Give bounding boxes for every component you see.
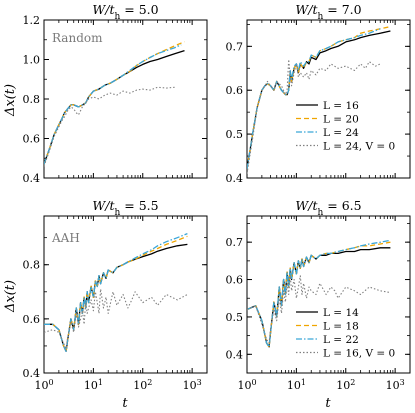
- xtick-label: 100: [34, 378, 53, 393]
- title-main: W/t: [92, 2, 115, 17]
- title-main: W/t: [295, 2, 318, 17]
- series-group: [44, 232, 188, 352]
- series-line-s3: [247, 239, 391, 348]
- ytick-label: 0.8: [23, 259, 41, 272]
- legend: L = 16 L = 20L = 24 L = 24, V = 0: [296, 100, 395, 153]
- series-line-s4: [247, 58, 381, 174]
- series-line-s1: [44, 243, 188, 352]
- series-line-s2: [44, 41, 185, 165]
- panel-title: W/th = 5.5: [92, 198, 158, 218]
- series-line-s3: [44, 44, 182, 165]
- ylabel-bottom: Δx(t): [3, 280, 18, 313]
- title-value: = 6.5: [323, 198, 361, 213]
- series-group: [247, 239, 391, 348]
- xtick-label: 103: [183, 378, 202, 393]
- axes-frame: [246, 215, 411, 374]
- axes-frame: [246, 19, 411, 179]
- panel-title: W/th = 5.0: [92, 2, 158, 22]
- series-line-s4: [247, 275, 391, 344]
- ytick-label: 0.4: [23, 172, 41, 185]
- series-line-s2: [247, 25, 391, 170]
- legend-label-s3: L = 22: [323, 334, 359, 346]
- series-line-s2: [44, 235, 188, 352]
- title-value: = 5.0: [120, 2, 158, 17]
- legend-label-s4: L = 16, V = 0: [323, 348, 395, 360]
- axes-frame: [43, 215, 208, 374]
- legend: L = 14 L = 18L = 22 L = 16, V = 0: [296, 307, 395, 360]
- ytick-label: 1.2: [23, 14, 41, 27]
- ytick-label: 0.6: [23, 133, 41, 146]
- xtick-label: 102: [133, 378, 152, 393]
- ytick-label: 0.4: [23, 367, 41, 380]
- ytick-label: 0.5: [226, 311, 244, 324]
- title-sub: h: [114, 208, 120, 218]
- legend-label-s1: L = 14: [323, 307, 359, 319]
- ytick-label: 0.5: [226, 128, 244, 141]
- title-sub: h: [317, 208, 323, 218]
- series-line-s4: [44, 288, 188, 350]
- ytick-label: 0.6: [226, 274, 244, 287]
- title-sub: h: [114, 12, 120, 22]
- title-main: W/t: [295, 198, 318, 213]
- panel-title: W/th = 7.0: [295, 2, 361, 22]
- panel-annotation: Random: [52, 31, 103, 45]
- legend-label-s4: L = 24, V = 0: [323, 141, 395, 153]
- ytick-label: 0.7: [226, 40, 244, 53]
- panel-annotation: AAH: [51, 231, 80, 245]
- series-line-s1: [247, 247, 391, 348]
- title-value: = 7.0: [323, 2, 361, 17]
- ytick-label: 0.4: [226, 348, 244, 361]
- xlabel-left: t: [122, 396, 128, 411]
- panel-4: W/th = 6.5 0.4 0.5 0.6 0.7 100 101 102 103 L = 14…: [226, 198, 411, 392]
- ytick-label: 0.6: [226, 84, 244, 97]
- ylabel-top: Δx(t): [3, 84, 18, 117]
- xtick-label: 103: [386, 378, 405, 393]
- xtick-label: 101: [287, 378, 306, 393]
- panel-2: W/th = 7.00.40.50.60.7L = 16L = 20L = 24…: [226, 2, 411, 185]
- ytick-label: 0.6: [23, 313, 41, 326]
- xtick-label: 102: [336, 378, 355, 393]
- xlabel-right: t: [325, 396, 331, 411]
- series-line-s3: [44, 232, 188, 352]
- ytick-label: 0.4: [226, 172, 244, 185]
- title-value: = 5.5: [120, 198, 158, 213]
- panel-3: W/th = 5.5 0.4 0.6 0.8 100 101 102 103 AAH: [23, 198, 208, 392]
- series-line-s2: [247, 241, 391, 348]
- ytick-label: 0.7: [226, 236, 244, 249]
- ytick-label: 1.0: [23, 54, 41, 67]
- series-group: [247, 25, 391, 174]
- series-line-s1: [44, 49, 185, 165]
- series-group: [44, 41, 185, 167]
- title-main: W/t: [92, 198, 115, 213]
- panel-1: W/th = 5.0 0.4 0.6 0.8 1.0 1.2 Random: [23, 2, 208, 185]
- legend-label-s2: L = 18: [323, 321, 359, 333]
- legend-label-s3: L = 24: [323, 127, 359, 139]
- ytick-label: 0.8: [23, 93, 41, 106]
- legend-label-s2: L = 20: [323, 114, 359, 126]
- panel-title: W/th = 6.5: [295, 198, 361, 218]
- legend-label-s1: L = 16: [323, 100, 359, 112]
- xtick-label: 100: [237, 378, 256, 393]
- xtick-label: 101: [84, 378, 103, 393]
- series-line-s4: [44, 86, 176, 167]
- series-line-s3: [247, 28, 381, 170]
- title-sub: h: [317, 12, 323, 22]
